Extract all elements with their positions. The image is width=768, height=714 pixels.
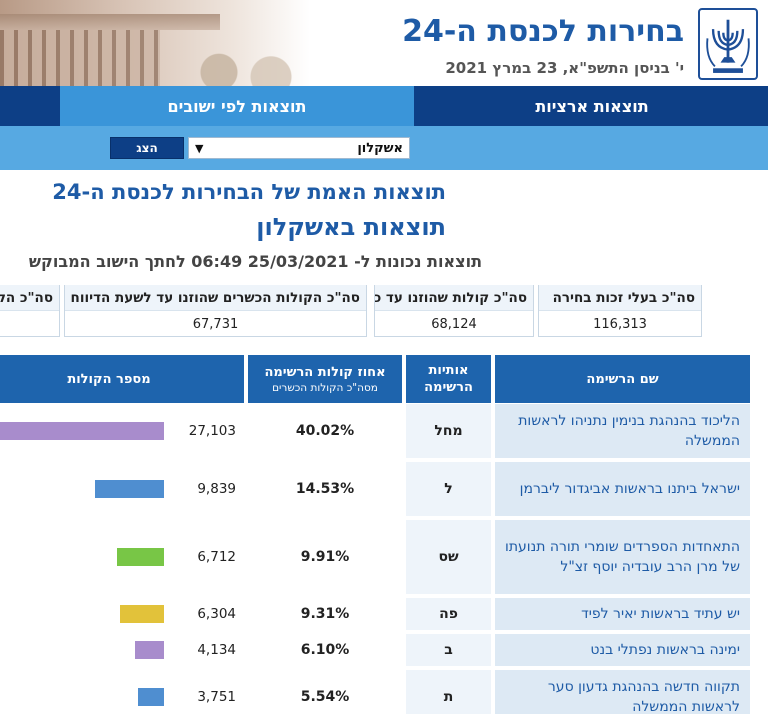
table-row: ישראל ביתנו בראשות אביגדור ליברמן ל 14.53%… xyxy=(0,462,768,516)
results-city-title: תוצאות באשקלון xyxy=(256,213,446,241)
stat-valid-value: 67,731 xyxy=(192,316,239,332)
vote-count: 27,103 xyxy=(188,423,236,439)
stat-valid-label: סה"כ הקולות הכשרים שהוזנו עד לשעת הדיווח xyxy=(65,285,366,311)
results-main-title: תוצאות האמת של הבחירות לכנסת ה-24 xyxy=(52,180,446,204)
col-header-letters-line2: הרשימה xyxy=(424,380,473,395)
banner-building xyxy=(0,30,160,86)
vote-bar xyxy=(117,548,164,566)
col-header-pct-main: אחוז קולות הרשימה xyxy=(264,364,386,380)
vote-bar xyxy=(135,641,164,659)
list-letters: ל xyxy=(406,462,491,516)
vote-percent: 6.10% xyxy=(248,634,402,666)
stat-votes-entered: סה"כ קולות שהוזנו עד כה 68,124 xyxy=(374,285,534,337)
list-letters: ת xyxy=(406,670,491,714)
vote-percent: 9.91% xyxy=(248,520,402,594)
vote-count: 4,134 xyxy=(197,642,236,658)
vote-count-cell: 4,134 xyxy=(0,634,244,666)
vote-count: 3,751 xyxy=(197,689,236,705)
menorah-icon xyxy=(706,19,750,73)
banner-trees xyxy=(180,40,310,86)
list-letters: פה xyxy=(406,598,491,630)
vote-percent: 40.02% xyxy=(248,404,402,458)
stat-eligible-label: סה"כ בעלי זכות בחירה xyxy=(539,285,701,311)
stat-cut-label: סה"כ הק xyxy=(0,285,59,311)
vote-count-cell: 3,751 xyxy=(0,670,244,714)
results-updated-text: תוצאות נכונות ל- 25/03/2021 06:49 לחתך ה… xyxy=(28,252,482,271)
stat-votes-label: סה"כ קולות שהוזנו עד כה xyxy=(375,285,533,311)
col-header-name-label: שם הרשימה xyxy=(586,371,659,387)
menorah-emblem-icon xyxy=(698,8,758,80)
table-row: יש עתיד בראשות יאיר לפיד פה 9.31% 6,304 xyxy=(0,598,768,630)
show-button[interactable]: הצג xyxy=(110,137,184,159)
vote-count-cell: 6,304 xyxy=(0,598,244,630)
list-letters: שס xyxy=(406,520,491,594)
vote-bar xyxy=(138,688,164,706)
col-header-letters-line1: אותיות xyxy=(428,363,469,378)
locality-filter-bar: אשקלון ▼ הצג xyxy=(0,126,768,170)
vote-count-cell: 9,839 xyxy=(0,462,244,516)
col-header-votes-label: מספר הקולות xyxy=(67,371,151,387)
col-header-vote-percent: אחוז קולות הרשימה מסה"כ הקולות הכשרים xyxy=(248,355,402,403)
banner-roof xyxy=(0,14,220,30)
election-date: י' בניסן התשפ"א, 23 במרץ 2021 xyxy=(445,59,684,77)
vote-count: 6,712 xyxy=(197,549,236,565)
stat-eligible-voters: סה"כ בעלי זכות בחירה 116,313 xyxy=(538,285,702,337)
stat-cut-off: סה"כ הק xyxy=(0,285,60,337)
vote-percent: 5.54% xyxy=(248,670,402,714)
col-header-vote-count: מספר הקולות xyxy=(0,355,244,403)
city-select[interactable]: אשקלון ▼ xyxy=(188,137,410,159)
list-letters: מחל xyxy=(406,404,491,458)
list-name-link[interactable]: יש עתיד בראשות יאיר לפיד xyxy=(495,598,750,630)
main-nav: תוצאות ארציות תוצאות לפי ישובים xyxy=(0,86,768,126)
table-row: תקווה חדשה בהנהגת גדעון סער לראשות הממשל… xyxy=(0,670,768,714)
stat-cut-value xyxy=(0,311,59,336)
col-header-list-letters: אותיות הרשימה xyxy=(406,355,491,403)
list-name-link[interactable]: ימינה בראשות נפתלי בנט xyxy=(495,634,750,666)
list-name-link[interactable]: הליכוד בהנהגת בנימין נתניהו לראשות הממשל… xyxy=(495,404,750,458)
vote-count: 6,304 xyxy=(197,606,236,622)
list-name-link[interactable]: ישראל ביתנו בראשות אביגדור ליברמן xyxy=(495,462,750,516)
list-name-link[interactable]: התאחדות הספרדים שומרי תורה תנועתו של מרן… xyxy=(495,520,750,594)
tab-results-by-locality[interactable]: תוצאות לפי ישובים xyxy=(60,86,414,126)
vote-count-cell: 6,712 xyxy=(0,520,244,594)
vote-bar xyxy=(95,480,164,498)
site-title: בחירות לכנסת ה-24 xyxy=(402,14,684,49)
list-name-link[interactable]: תקווה חדשה בהנהגת גדעון סער לראשות הממשל… xyxy=(495,670,750,714)
dropdown-arrow-icon: ▼ xyxy=(195,141,204,155)
vote-count: 9,839 xyxy=(197,481,236,497)
vote-bar xyxy=(120,605,164,623)
col-header-pct-sub: מסה"כ הקולות הכשרים xyxy=(272,381,378,394)
stat-eligible-value: 116,313 xyxy=(593,316,647,332)
vote-percent: 14.53% xyxy=(248,462,402,516)
stat-valid-votes: סה"כ הקולות הכשרים שהוזנו עד לשעת הדיווח… xyxy=(64,285,367,337)
table-row: ימינה בראשות נפתלי בנט ב 6.10% 4,134 xyxy=(0,634,768,666)
city-select-value: אשקלון xyxy=(357,140,403,156)
vote-count-cell: 27,103 xyxy=(0,404,244,458)
table-row: התאחדות הספרדים שומרי תורה תנועתו של מרן… xyxy=(0,520,768,594)
list-letters: ב xyxy=(406,634,491,666)
knesset-banner-image xyxy=(0,0,310,86)
stat-votes-value: 68,124 xyxy=(431,316,477,332)
vote-percent: 9.31% xyxy=(248,598,402,630)
table-row: הליכוד בהנהגת בנימין נתניהו לראשות הממשל… xyxy=(0,404,768,458)
tab-national-results[interactable]: תוצאות ארציות xyxy=(416,86,768,126)
vote-bar xyxy=(0,422,164,440)
site-header: בחירות לכנסת ה-24 י' בניסן התשפ"א, 23 במ… xyxy=(0,0,768,86)
col-header-list-name: שם הרשימה xyxy=(495,355,750,403)
